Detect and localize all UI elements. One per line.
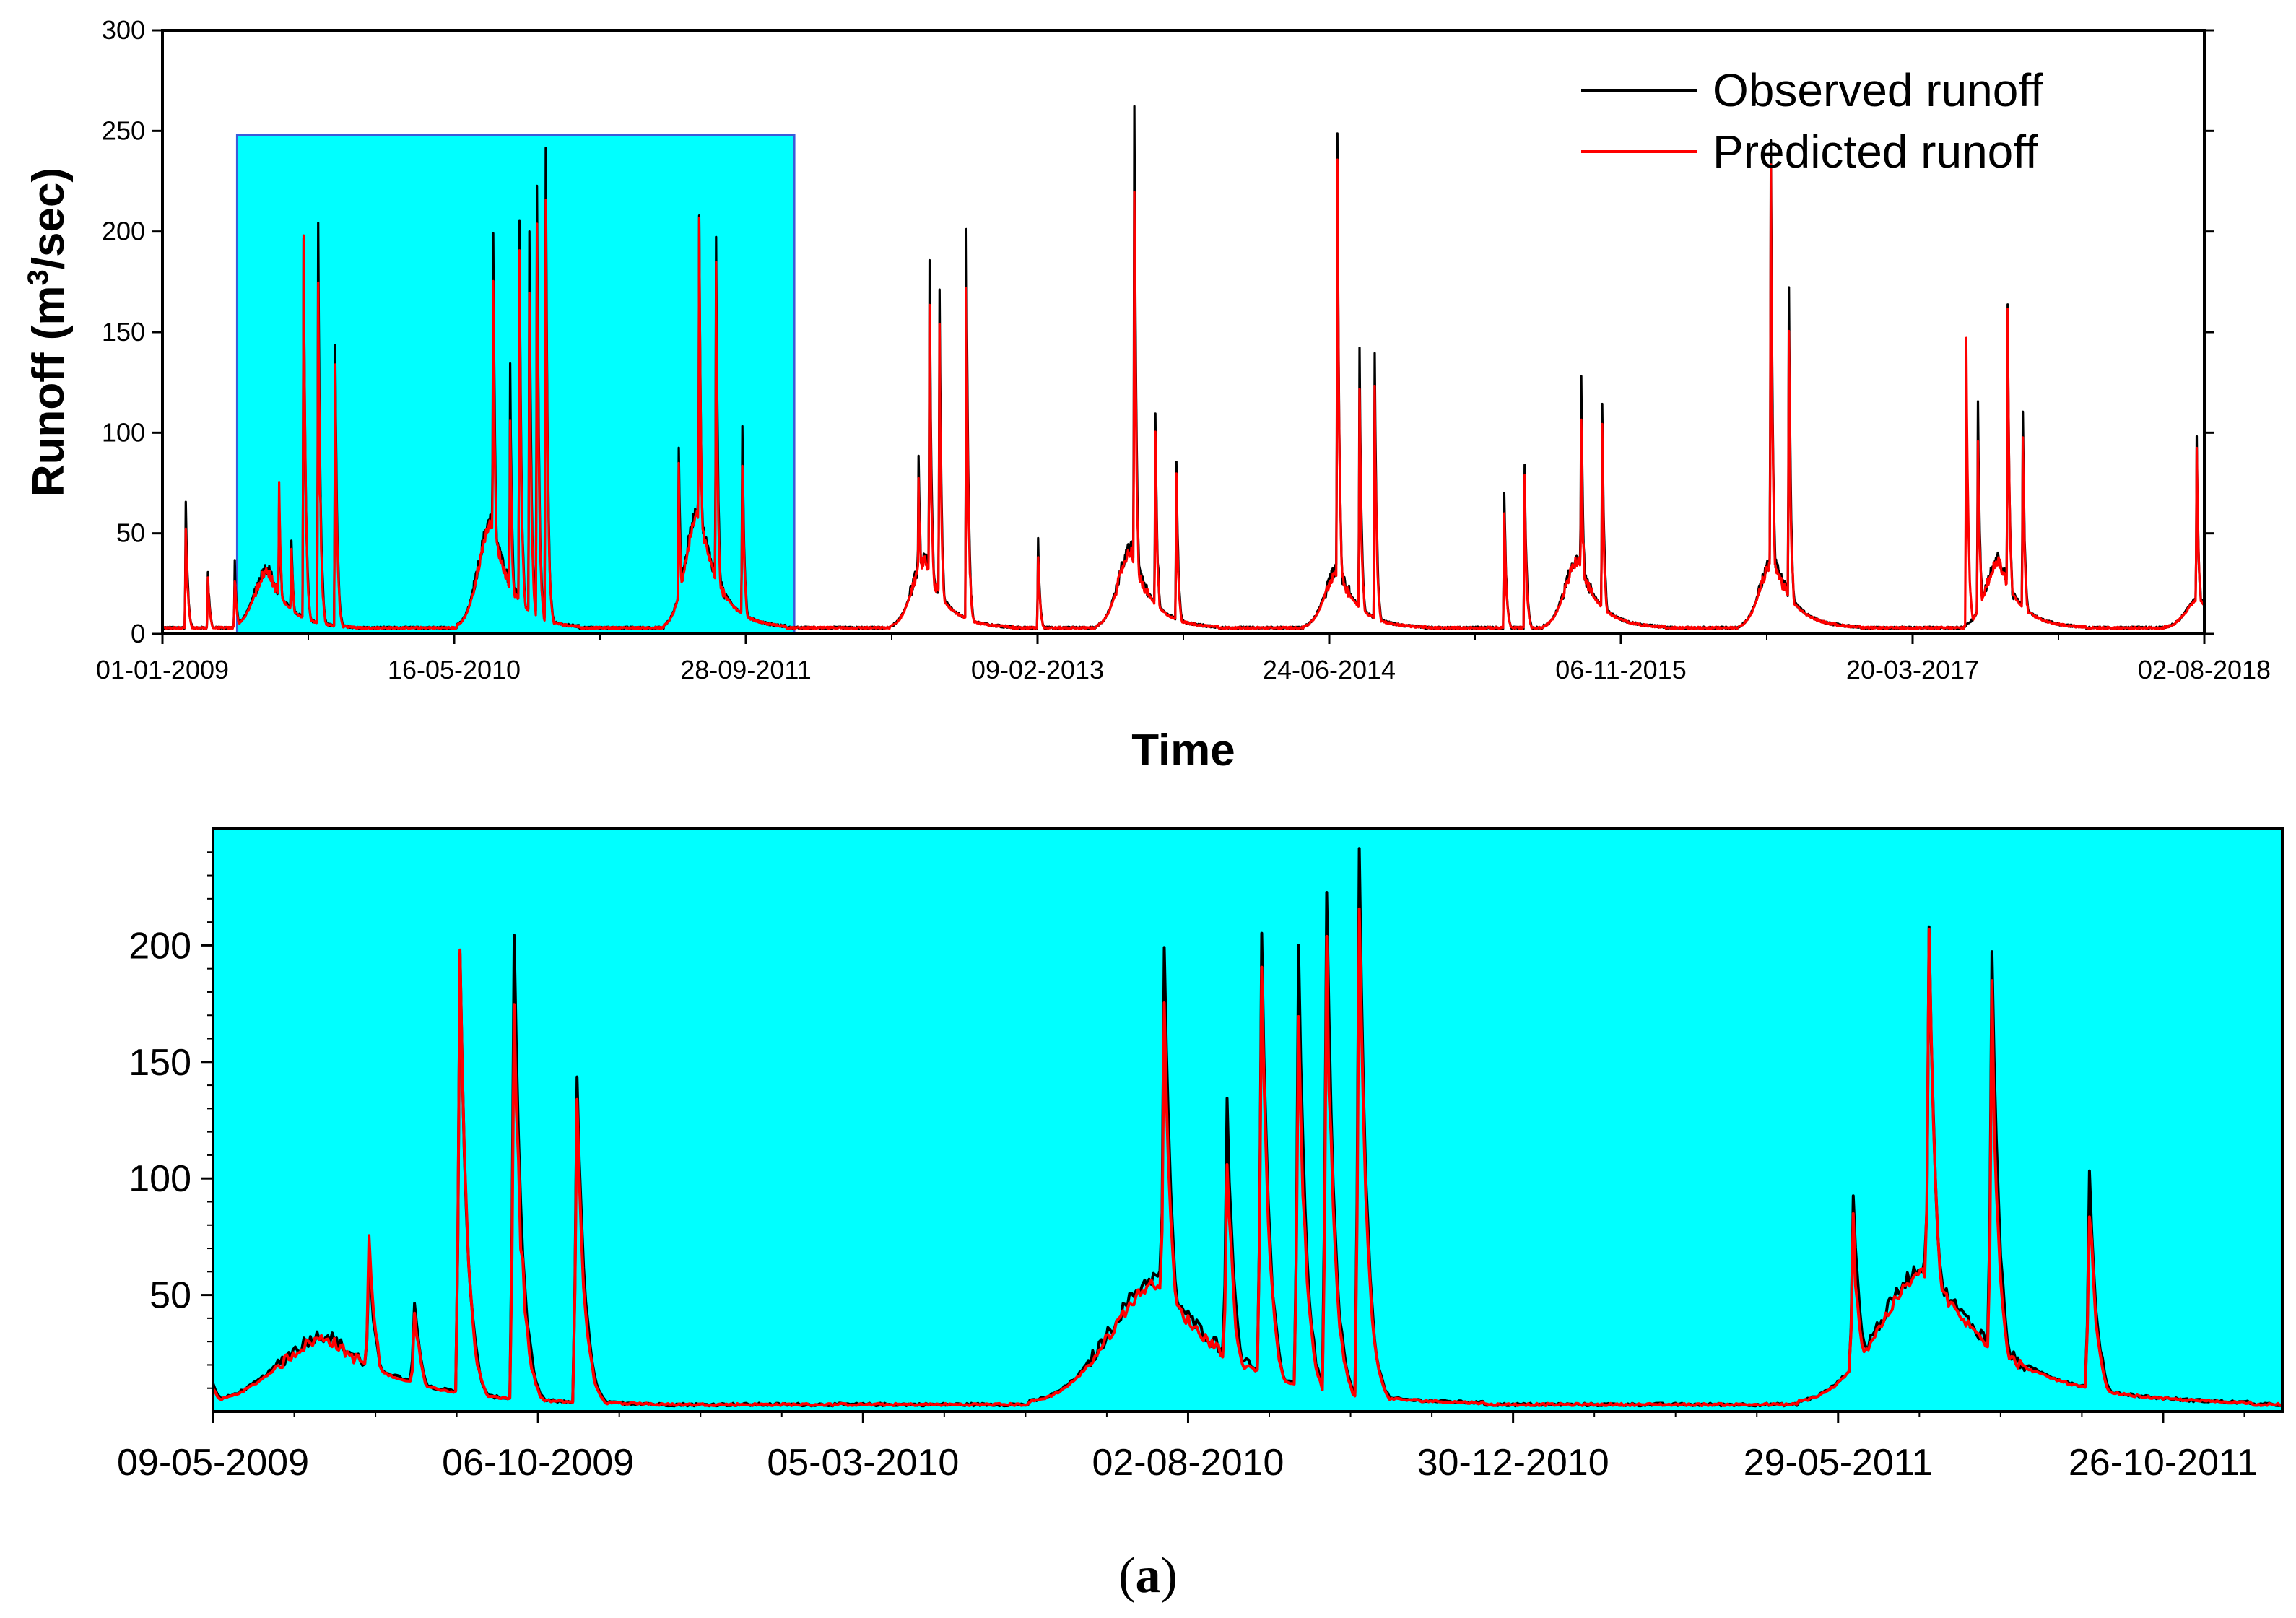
bottom-x-ticks: 09-05-2009 06-10-2009 05-03-2010 02-08-2010… (117, 1412, 2258, 1484)
top-y-ticks: 0 50 100 150 200 250 300 (102, 15, 2214, 648)
top-x-tick-label: 20-03-2017 (1846, 655, 1979, 684)
top-plot-frame (161, 29, 2206, 635)
top-y-tick-label: 50 (116, 518, 145, 548)
bottom-x-tick-label: 05-03-2010 (767, 1442, 959, 1484)
bottom-plot-frame (212, 827, 2284, 1413)
bottom-y-tick-label: 100 (129, 1158, 191, 1200)
bottom-x-tick-label: 09-05-2009 (117, 1442, 309, 1484)
bottom-x-tick-label: 30-12-2010 (1417, 1442, 1609, 1484)
top-y-tick-label: 300 (102, 15, 145, 45)
top-x-tick-label: 01-01-2009 (96, 655, 229, 684)
legend-predicted-label: Predicted runoff (1713, 126, 2038, 178)
top-x-tick-label: 09-02-2013 (971, 655, 1104, 684)
top-y-tick-label: 100 (102, 417, 145, 447)
bottom-x-tick-label: 02-08-2010 (1092, 1442, 1284, 1484)
bottom-x-tick-label: 29-05-2011 (1744, 1442, 1933, 1484)
legend: Observed runoff Predicted runoff (1581, 64, 2043, 178)
bottom-y-tick-label: 50 (149, 1275, 191, 1317)
top-chart: 0 50 100 150 200 250 300 01-01-2009 16-05-2010 2… (22, 15, 2271, 775)
bottom-y-tick-label: 200 (129, 925, 191, 967)
top-y-tick-label: 0 (131, 619, 145, 648)
top-x-axis-title: Time (1131, 726, 1235, 775)
top-x-tick-label: 06-11-2015 (1555, 655, 1686, 684)
top-x-tick-label: 02-08-2018 (2138, 655, 2271, 684)
top-y-tick-label: 200 (102, 217, 145, 246)
bottom-y-ticks: 50 100 150 200 (129, 851, 213, 1389)
legend-observed-label: Observed runoff (1713, 64, 2043, 116)
top-y-axis-title: Runoff (m3/sec) (22, 168, 74, 497)
bottom-predicted-line (213, 907, 2282, 1407)
top-y-tick-label: 150 (102, 317, 145, 347)
top-x-tick-label: 24-06-2014 (1263, 655, 1396, 684)
bottom-chart: 50 100 150 200 09-05-2009 06-10-2009 05-03-20… (117, 827, 2284, 1484)
top-y-tick-label: 250 (102, 116, 145, 145)
top-x-tick-label: 16-05-2010 (388, 655, 521, 684)
bottom-plot-background (213, 829, 2282, 1412)
figure-caption: (a) (1118, 1548, 1178, 1604)
bottom-x-tick-label: 06-10-2009 (442, 1442, 634, 1484)
bottom-x-tick-label: 26-10-2011 (2069, 1442, 2258, 1484)
top-x-ticks: 01-01-2009 16-05-2010 28-09-2011 09-02-2013… (96, 634, 2271, 684)
bottom-y-tick-label: 150 (129, 1042, 191, 1084)
top-x-tick-label: 28-09-2011 (680, 655, 811, 684)
top-predicted-line (162, 158, 2204, 630)
